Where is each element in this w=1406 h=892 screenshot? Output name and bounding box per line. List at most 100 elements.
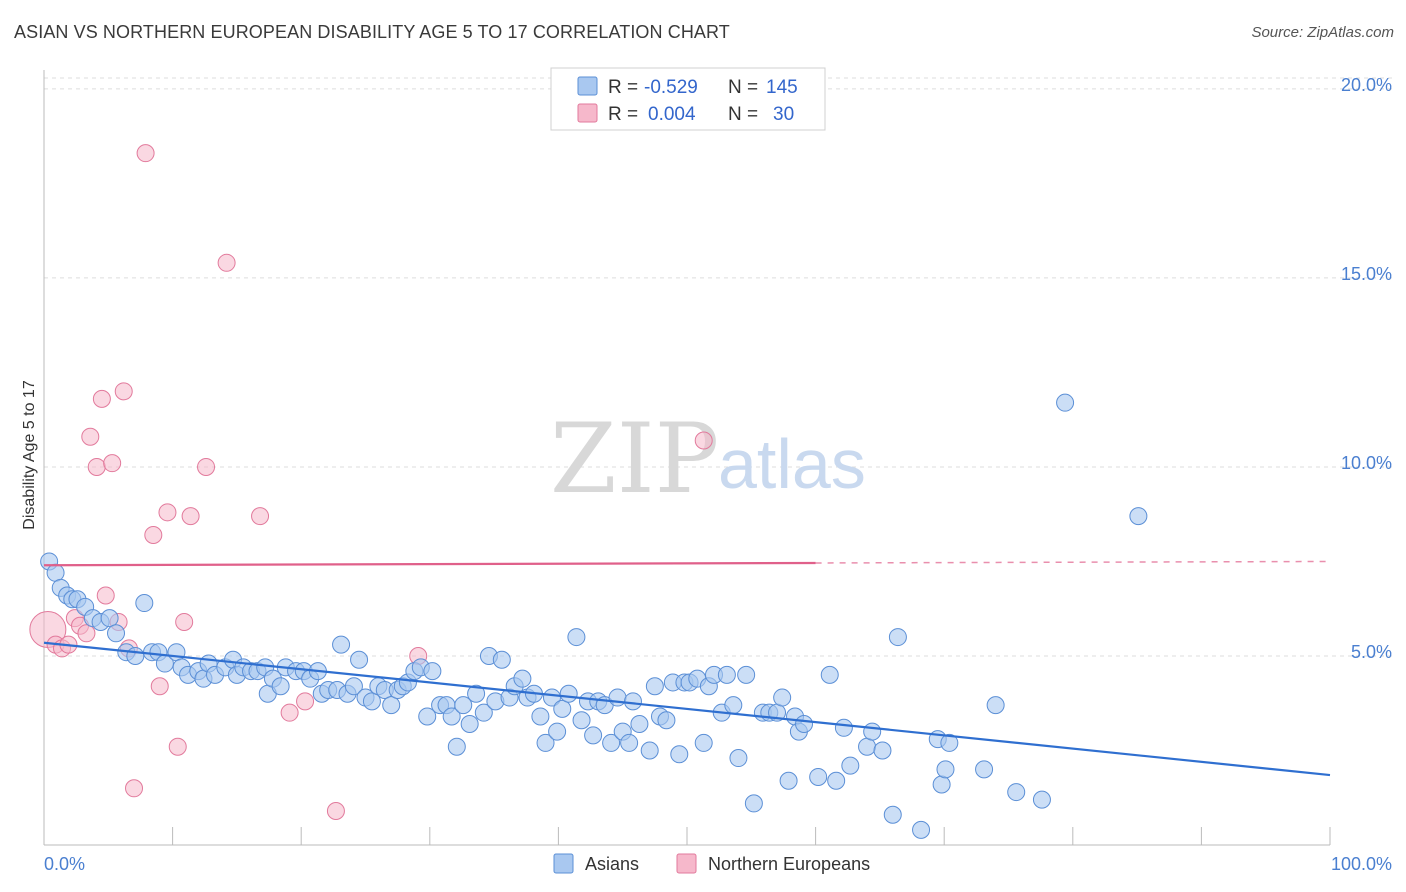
legend-n-value-northern-europeans: 30 [773, 104, 794, 125]
asian-point [717, 665, 736, 684]
northern-european-point [197, 457, 216, 476]
asian-point [729, 749, 748, 768]
asian-point [834, 718, 853, 737]
asian-point [940, 733, 959, 752]
northern-european-point [114, 382, 133, 401]
asian-point [454, 696, 473, 715]
asian-point [602, 733, 621, 752]
y-tick-label: 10.0% [1341, 453, 1392, 473]
asian-point [883, 805, 902, 824]
asian-point [548, 722, 567, 741]
asian-point [1056, 393, 1075, 412]
asian-point [645, 677, 664, 696]
asian-point [623, 692, 642, 711]
asian-point [460, 715, 479, 734]
asian-point [567, 628, 586, 647]
asian-point [513, 669, 532, 688]
northern-european-point [158, 503, 177, 522]
northern-european-point [144, 526, 163, 544]
legend-n-label: N = [728, 77, 758, 98]
chart-title: ASIAN VS NORTHERN EUROPEAN DISABILITY AG… [14, 22, 730, 42]
asian-point [572, 711, 591, 730]
asian-point [795, 715, 814, 734]
bottom-legend-swatch-asians [553, 853, 574, 874]
northern-european-point [81, 427, 100, 446]
asian-point [744, 794, 763, 813]
northern-european-point [251, 507, 270, 526]
asian-point [608, 688, 627, 707]
asian-point [474, 703, 493, 722]
x-tick-label-min: 0.0% [44, 854, 85, 874]
asian-point [362, 692, 381, 711]
asian-point [350, 650, 369, 669]
northern-european-point [694, 431, 713, 450]
asians-trendline [43, 641, 1331, 777]
legend-r-label: R = [608, 77, 638, 98]
northern-european-point [103, 454, 122, 473]
y-tick-labels: 5.0% 10.0% 15.0% 20.0% [1341, 75, 1392, 662]
asian-point [858, 737, 877, 756]
asian-point [932, 775, 951, 794]
northern-europeans-trendline-extension [815, 560, 1331, 564]
asian-point [888, 628, 907, 647]
asian-point [873, 741, 892, 760]
asian-point [809, 767, 828, 786]
bottom-legend-label-asians: Asians [585, 854, 639, 874]
asian-point [694, 733, 713, 752]
watermark: ZIP atlas [550, 403, 866, 515]
asian-point [1007, 783, 1026, 802]
legend-n-value-asians: 145 [766, 77, 798, 98]
asian-point [536, 733, 555, 752]
northern-european-point [326, 801, 345, 820]
gridlines [44, 77, 1392, 657]
asian-point [841, 756, 860, 775]
bottom-legend-label-northern-europeans: Northern Europeans [708, 854, 870, 874]
asian-point [467, 684, 486, 703]
legend-r-value-asians: -0.529 [644, 77, 698, 98]
northern-european-point [150, 677, 169, 696]
northern-european-point [125, 779, 144, 798]
legend-swatch-northern-europeans [577, 103, 598, 123]
asian-point [126, 646, 145, 665]
series-legend: Asians Northern Europeans [553, 853, 870, 874]
asian-point [620, 733, 639, 752]
trendlines [43, 560, 1331, 777]
asian-point [657, 711, 676, 730]
legend-r-value-northern-europeans: 0.004 [648, 104, 696, 125]
asian-point [1032, 790, 1051, 809]
asian-point [553, 699, 572, 718]
asian-point [100, 609, 119, 628]
asian-point [779, 771, 798, 790]
asian-point [332, 635, 351, 654]
asian-point [344, 677, 363, 696]
y-tick-label: 20.0% [1341, 75, 1392, 95]
asian-point [423, 662, 442, 681]
northern-european-point [92, 389, 111, 408]
asian-point [1129, 507, 1148, 526]
asian-point [986, 696, 1005, 715]
northern-european-point [77, 624, 96, 643]
asian-point [912, 820, 931, 839]
northern-european-point [87, 457, 106, 476]
bottom-legend-swatch-northern-europeans [676, 853, 697, 874]
y-tick-label: 15.0% [1341, 264, 1392, 284]
legend-n-label: N = [728, 104, 758, 125]
asian-point [820, 665, 839, 684]
northern-european-point [96, 586, 115, 605]
asians-points [40, 393, 1148, 839]
asian-point [737, 665, 756, 684]
watermark-atlas: atlas [718, 425, 866, 503]
source-credit: Source: ZipAtlas.com [1251, 24, 1394, 41]
correlation-legend: R = -0.529 N = 145 R = 0.004 N = 30 [550, 67, 826, 131]
asian-point [46, 563, 65, 582]
northern-european-point [280, 703, 299, 722]
asian-point [936, 760, 955, 779]
asian-point [382, 696, 401, 715]
northern-european-point [181, 507, 200, 526]
northern-european-point [175, 612, 194, 631]
asian-point [107, 624, 126, 643]
northern-european-point [217, 253, 236, 272]
asian-point [559, 684, 578, 703]
northern-european-point [168, 737, 187, 756]
